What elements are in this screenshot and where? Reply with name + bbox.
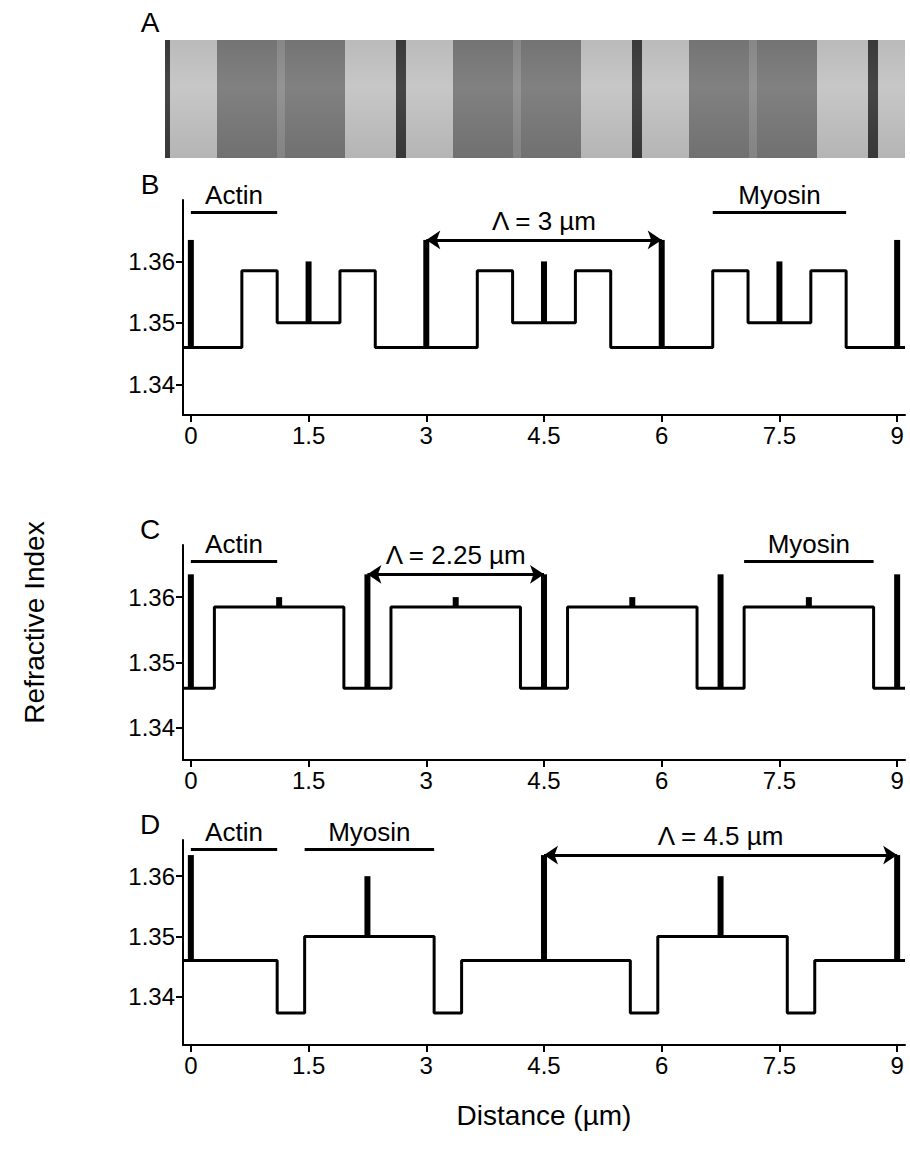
svg-text:4.5: 4.5: [527, 422, 560, 449]
svg-text:1.5: 1.5: [292, 767, 325, 794]
svg-text:0: 0: [184, 422, 197, 449]
svg-text:B: B: [141, 169, 160, 200]
svg-text:3: 3: [420, 1052, 433, 1079]
svg-text:9: 9: [890, 767, 903, 794]
svg-text:Myosin: Myosin: [768, 529, 850, 559]
svg-text:Refractive Index: Refractive Index: [19, 521, 50, 723]
svg-text:6: 6: [655, 1052, 668, 1079]
svg-text:6: 6: [655, 767, 668, 794]
svg-text:Λ = 2.25 µm: Λ = 2.25 µm: [386, 540, 526, 570]
svg-text:1.35: 1.35: [128, 649, 175, 676]
svg-text:6: 6: [655, 422, 668, 449]
svg-text:9: 9: [890, 1052, 903, 1079]
svg-text:C: C: [140, 514, 160, 545]
svg-text:1.36: 1.36: [128, 863, 175, 890]
svg-text:0: 0: [184, 767, 197, 794]
svg-text:1.36: 1.36: [128, 584, 175, 611]
svg-text:1.34: 1.34: [128, 714, 175, 741]
svg-text:3: 3: [420, 422, 433, 449]
svg-text:1.34: 1.34: [128, 371, 175, 398]
svg-text:3: 3: [420, 767, 433, 794]
svg-text:0: 0: [184, 1052, 197, 1079]
svg-text:Λ = 4.5 µm: Λ = 4.5 µm: [658, 821, 784, 851]
svg-text:Actin: Actin: [205, 180, 263, 210]
svg-text:Distance (µm): Distance (µm): [457, 1100, 632, 1131]
svg-text:4.5: 4.5: [527, 1052, 560, 1079]
svg-text:7.5: 7.5: [763, 422, 796, 449]
svg-text:9: 9: [890, 422, 903, 449]
svg-text:1.5: 1.5: [292, 1052, 325, 1079]
svg-text:1.5: 1.5: [292, 422, 325, 449]
svg-text:Actin: Actin: [205, 817, 263, 847]
svg-text:Λ = 3 µm: Λ = 3 µm: [492, 206, 596, 236]
svg-text:1.34: 1.34: [128, 983, 175, 1010]
svg-text:7.5: 7.5: [763, 1052, 796, 1079]
svg-text:1.36: 1.36: [128, 248, 175, 275]
svg-text:Myosin: Myosin: [328, 817, 410, 847]
svg-text:4.5: 4.5: [527, 767, 560, 794]
svg-text:A: A: [141, 7, 160, 38]
svg-text:D: D: [140, 809, 160, 840]
svg-text:1.35: 1.35: [128, 923, 175, 950]
svg-text:Myosin: Myosin: [738, 180, 820, 210]
svg-text:7.5: 7.5: [763, 767, 796, 794]
svg-text:1.35: 1.35: [128, 309, 175, 336]
svg-text:Actin: Actin: [205, 529, 263, 559]
